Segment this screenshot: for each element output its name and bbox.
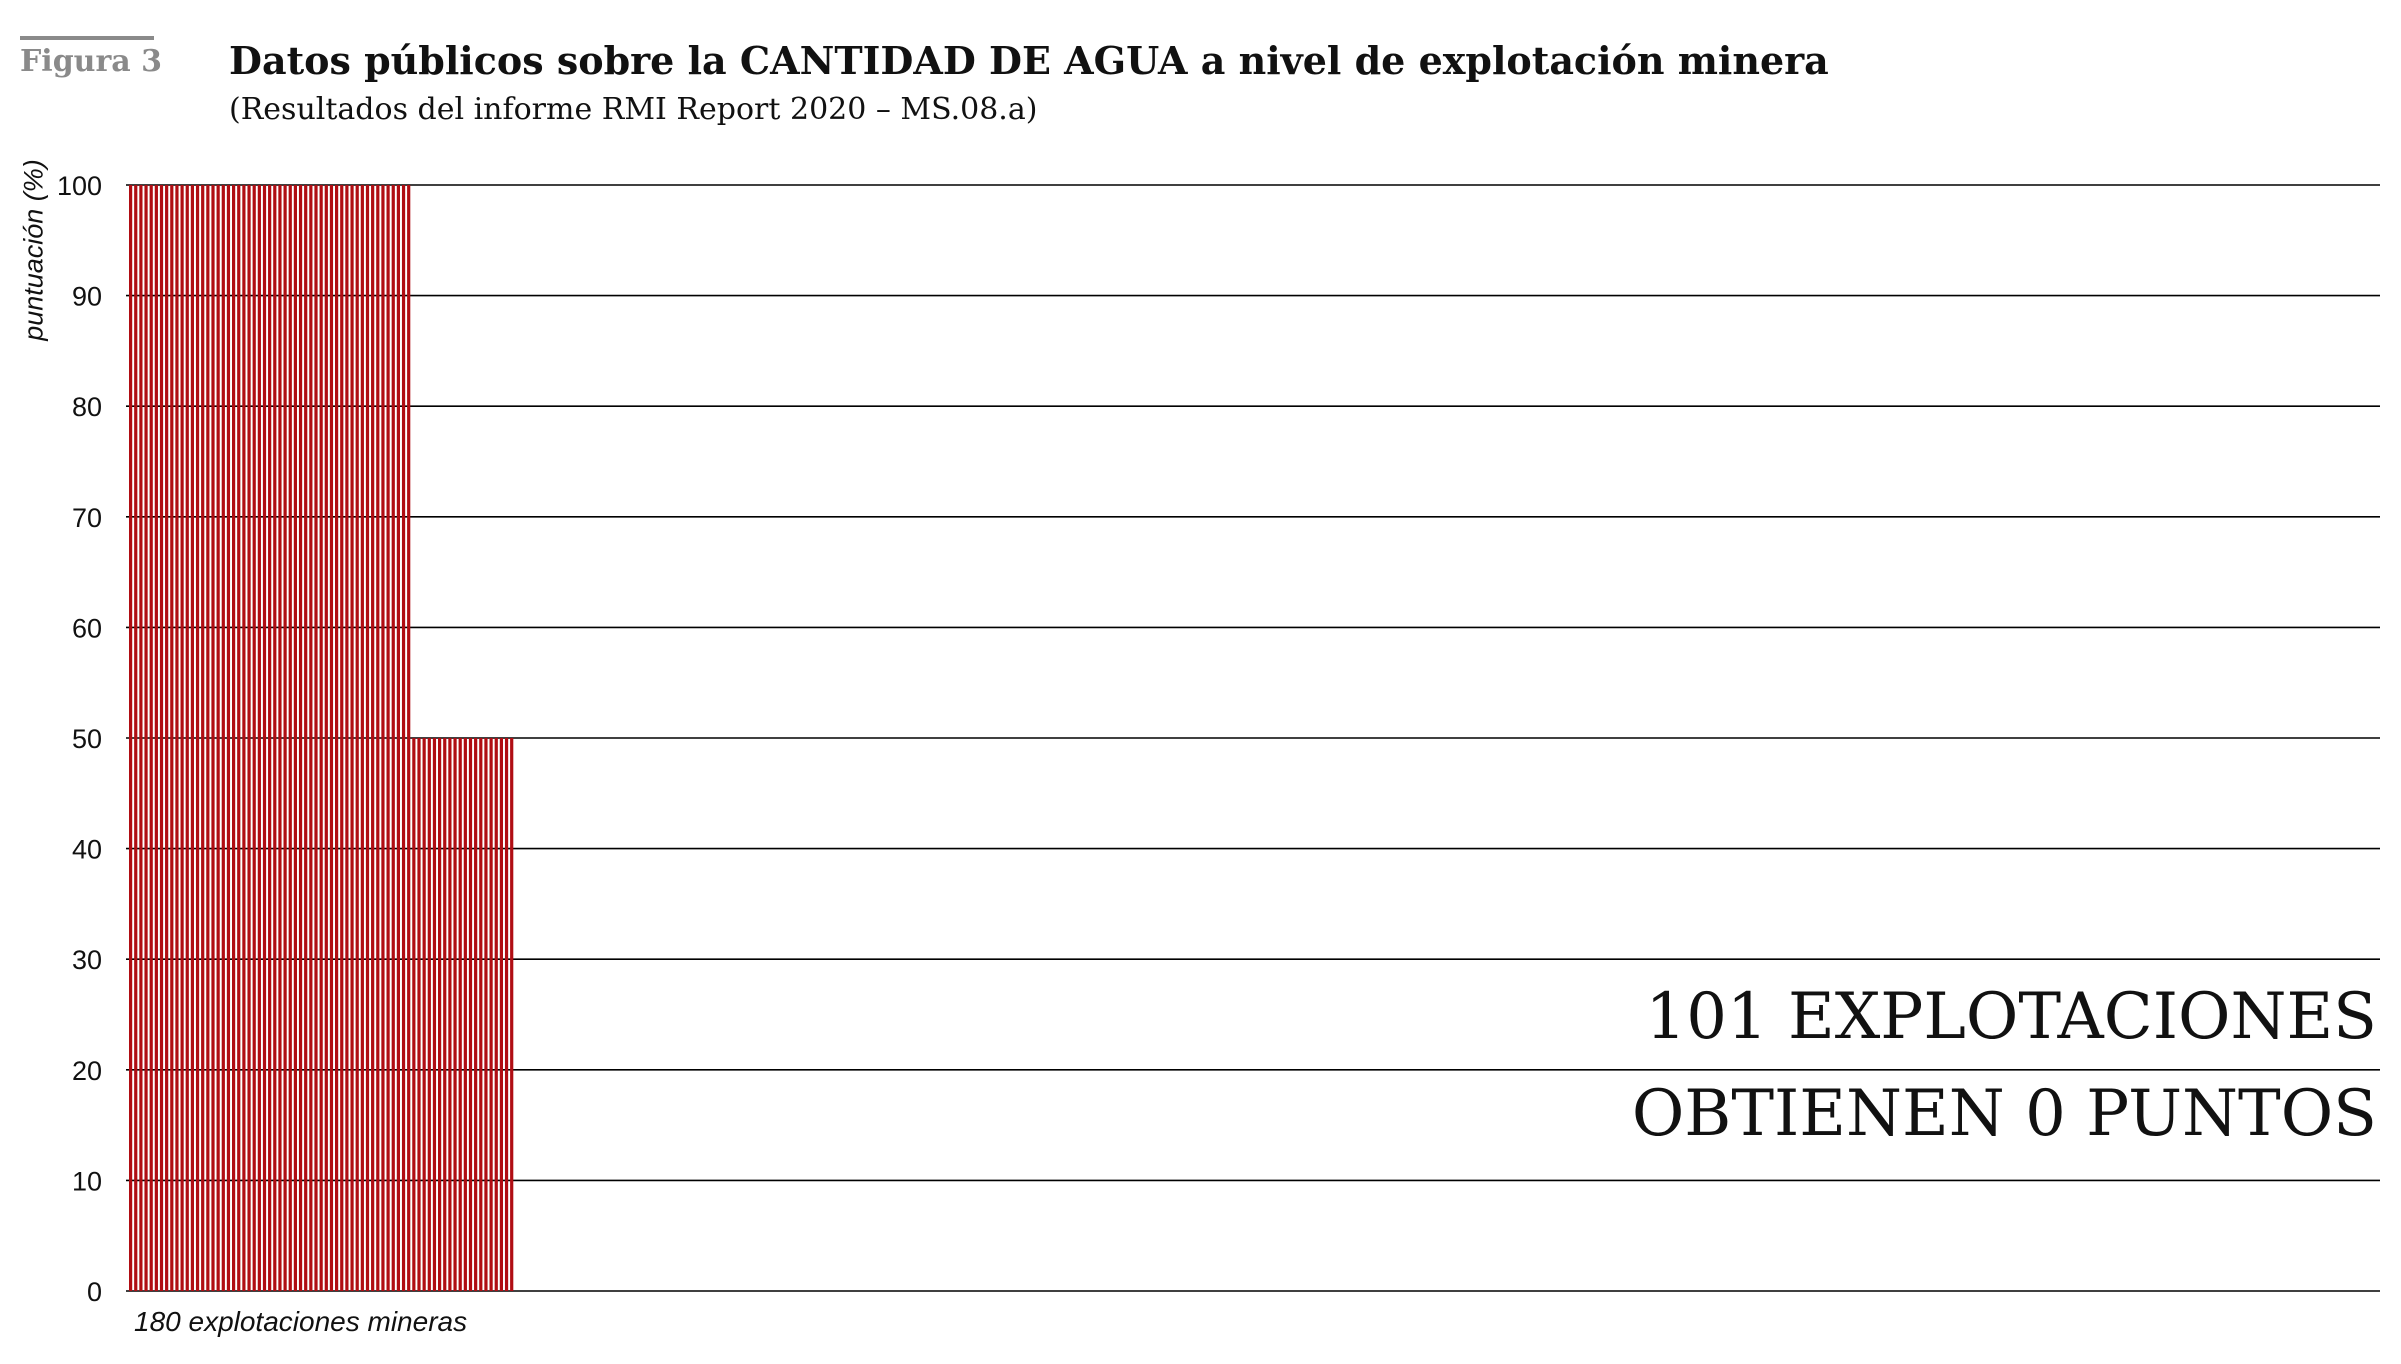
bar — [438, 738, 442, 1291]
bar — [345, 185, 349, 1291]
y-tick-label: 40 — [72, 835, 102, 865]
bar — [371, 185, 375, 1291]
bar — [159, 185, 164, 1291]
bar — [288, 185, 292, 1291]
bar — [340, 185, 344, 1291]
bar — [314, 185, 318, 1291]
bar — [427, 738, 431, 1291]
bar — [474, 738, 478, 1291]
y-axis-ticks: 0 10 20 30 40 50 60 70 80 90 100 — [57, 171, 102, 1307]
bar — [149, 185, 153, 1291]
bar — [144, 185, 148, 1291]
bar — [484, 738, 488, 1291]
bar — [129, 185, 133, 1291]
bar — [360, 185, 364, 1291]
bar — [479, 738, 483, 1291]
bar — [175, 185, 179, 1291]
bar — [180, 185, 184, 1291]
bar — [386, 185, 390, 1291]
bar — [355, 185, 359, 1291]
bar — [252, 185, 256, 1291]
y-tick-label: 60 — [72, 613, 102, 643]
bar — [283, 185, 287, 1291]
figure-label-rule — [20, 36, 154, 40]
bar — [154, 185, 158, 1291]
bar — [453, 738, 457, 1291]
y-tick-label: 100 — [57, 171, 102, 201]
bar — [422, 738, 426, 1291]
bar — [458, 738, 462, 1291]
bar — [221, 185, 225, 1291]
bar — [278, 185, 282, 1291]
bar — [309, 185, 313, 1291]
bar — [489, 738, 493, 1291]
bars — [129, 185, 514, 1291]
y-tick-label: 90 — [72, 282, 102, 312]
bar — [195, 185, 200, 1291]
chart-title: Datos públicos sobre la CANTIDAD DE AGUA… — [229, 38, 1829, 83]
bar — [242, 185, 246, 1291]
bar — [448, 738, 452, 1291]
bar — [139, 185, 143, 1291]
bar — [335, 185, 339, 1291]
bar — [293, 185, 297, 1291]
bar — [324, 185, 328, 1291]
bar — [206, 185, 210, 1291]
y-tick-label: 80 — [72, 392, 102, 422]
bar — [401, 185, 406, 1291]
bar — [504, 738, 509, 1291]
bar — [432, 738, 437, 1291]
bar — [237, 185, 241, 1291]
y-tick-label: 0 — [87, 1277, 102, 1307]
bar — [304, 185, 308, 1291]
bar — [216, 185, 220, 1291]
bar — [376, 185, 380, 1291]
bar — [510, 738, 514, 1291]
bar — [396, 185, 400, 1291]
bar — [134, 185, 138, 1291]
annotation-line-2: OBTIENEN 0 PUNTOS — [1631, 1077, 2377, 1151]
bar — [273, 185, 277, 1291]
bar — [417, 738, 421, 1291]
bar — [190, 185, 194, 1291]
bar — [443, 738, 447, 1291]
bar — [170, 185, 174, 1291]
bar — [247, 185, 251, 1291]
chart-subtitle: (Resultados del informe RMI Report 2020 … — [229, 92, 1038, 127]
x-axis-label: 180 explotaciones mineras — [134, 1306, 468, 1337]
y-tick-label: 70 — [72, 503, 102, 533]
y-tick-label: 50 — [72, 724, 102, 754]
bar — [412, 738, 416, 1291]
bar — [319, 185, 323, 1291]
bar — [329, 185, 334, 1291]
bar — [350, 185, 354, 1291]
bar — [257, 185, 261, 1291]
bar — [262, 185, 267, 1291]
y-tick-label: 20 — [72, 1056, 102, 1086]
bar — [298, 185, 303, 1291]
y-tick-label: 30 — [72, 945, 102, 975]
bar — [468, 738, 473, 1291]
bar — [407, 185, 411, 1291]
bar — [499, 738, 503, 1291]
figure-label: Figura 3 — [20, 44, 163, 79]
bar — [268, 185, 272, 1291]
bar — [381, 185, 385, 1291]
bar — [185, 185, 189, 1291]
annotation-line-1: 101 EXPLOTACIONES — [1645, 980, 2378, 1054]
bar — [391, 185, 395, 1291]
bar — [211, 185, 215, 1291]
bar — [494, 738, 498, 1291]
bar — [226, 185, 231, 1291]
bar — [463, 738, 467, 1291]
y-tick-label: 10 — [72, 1166, 102, 1196]
bar — [201, 185, 205, 1291]
bar — [365, 185, 370, 1291]
bar — [165, 185, 169, 1291]
bar — [232, 185, 236, 1291]
